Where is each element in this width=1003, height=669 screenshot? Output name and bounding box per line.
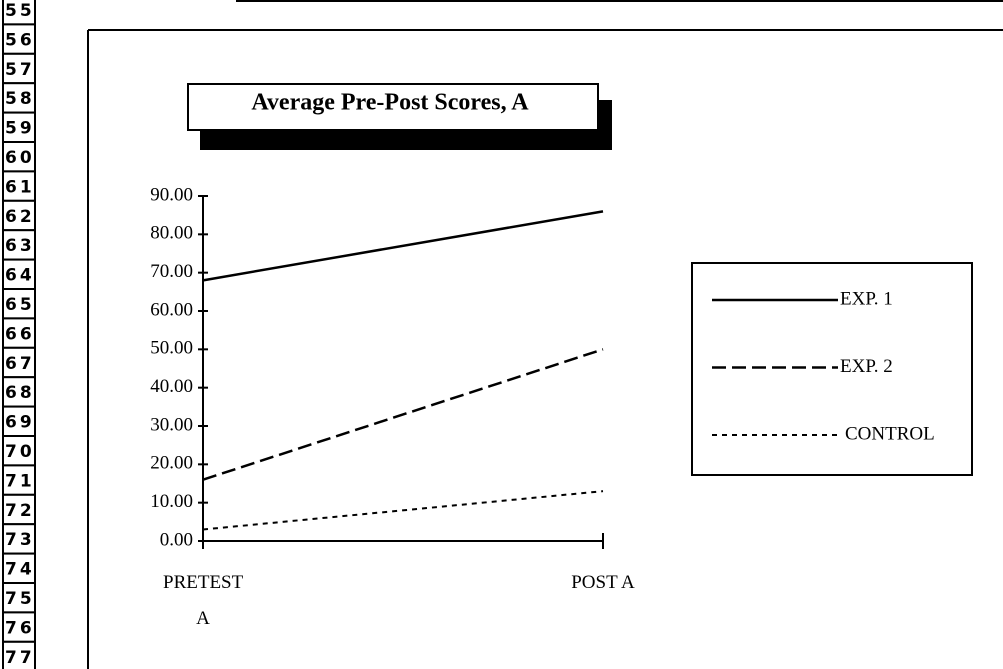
row-header: 74 (5, 560, 35, 580)
x-tick-label-box: PRETEST A (163, 572, 244, 629)
row-header-cell (2, 170, 36, 202)
line-series (202, 210, 604, 282)
row-header-cell (2, 640, 36, 669)
legend-label: EXP. 1 (840, 288, 893, 309)
y-tick-label: 20.00 (150, 453, 193, 474)
row-header-cell (2, 0, 36, 26)
row-header: 59 (5, 119, 35, 139)
title-box (187, 83, 599, 131)
row-header: 61 (5, 177, 35, 197)
row-header: 77 (5, 648, 35, 668)
row-header-cell (2, 552, 36, 584)
row-header: 76 (5, 618, 35, 638)
row-header-cell (2, 52, 36, 85)
line-series (202, 490, 604, 531)
row-header-cell (2, 199, 36, 232)
row-header-cell (2, 229, 36, 261)
row-header-cell (2, 111, 36, 143)
legend-label: EXP. 2 (840, 356, 893, 377)
y-tick-label: 60.00 (150, 299, 193, 320)
row-header-cell (2, 376, 36, 408)
row-header: 66 (5, 324, 35, 344)
y-tick-label: 30.00 (150, 414, 193, 435)
legend-label: CONTROL (845, 423, 935, 444)
row-header: 68 (5, 383, 35, 403)
y-tick-label: 50.00 (150, 338, 193, 359)
line-series (202, 348, 604, 481)
y-tick-label: 40.00 (150, 376, 193, 397)
chart-title: Average Pre-Post Scores, A (251, 90, 529, 116)
row-header-cell (2, 288, 36, 320)
row-header: 55 (5, 1, 35, 21)
x-tick-label-box: POST A (571, 572, 635, 593)
row-header: 60 (5, 148, 35, 168)
row-header: 63 (5, 236, 35, 256)
row-header: 67 (5, 354, 35, 374)
row-header: 58 (5, 89, 35, 109)
row-header-cell (2, 23, 36, 55)
row-header: 72 (5, 501, 35, 521)
row-header: 62 (5, 207, 35, 227)
y-tick-label: 10.00 (150, 491, 193, 512)
row-header: 56 (5, 30, 35, 50)
y-tick-label: 80.00 (150, 223, 193, 244)
row-header: 71 (5, 471, 35, 491)
y-tick-label: 90.00 (150, 184, 193, 205)
row-header: 70 (5, 442, 35, 462)
row-header-cell (2, 258, 36, 291)
row-header: 75 (5, 589, 35, 609)
y-tick-label: 0.00 (160, 529, 193, 550)
x-tick-label: POST A (571, 572, 635, 593)
legend-box (691, 262, 973, 476)
row-header-cell (2, 582, 36, 614)
row-header: 64 (5, 266, 35, 286)
row-header: 65 (5, 295, 35, 315)
row-header: 57 (5, 60, 35, 80)
row-header-cell (2, 82, 36, 114)
x-tick-label: PRETEST A (163, 572, 244, 629)
row-header: 69 (5, 413, 35, 433)
row-header: 73 (5, 530, 35, 550)
row-header-cell (2, 141, 36, 173)
y-tick-label: 70.00 (150, 261, 193, 282)
